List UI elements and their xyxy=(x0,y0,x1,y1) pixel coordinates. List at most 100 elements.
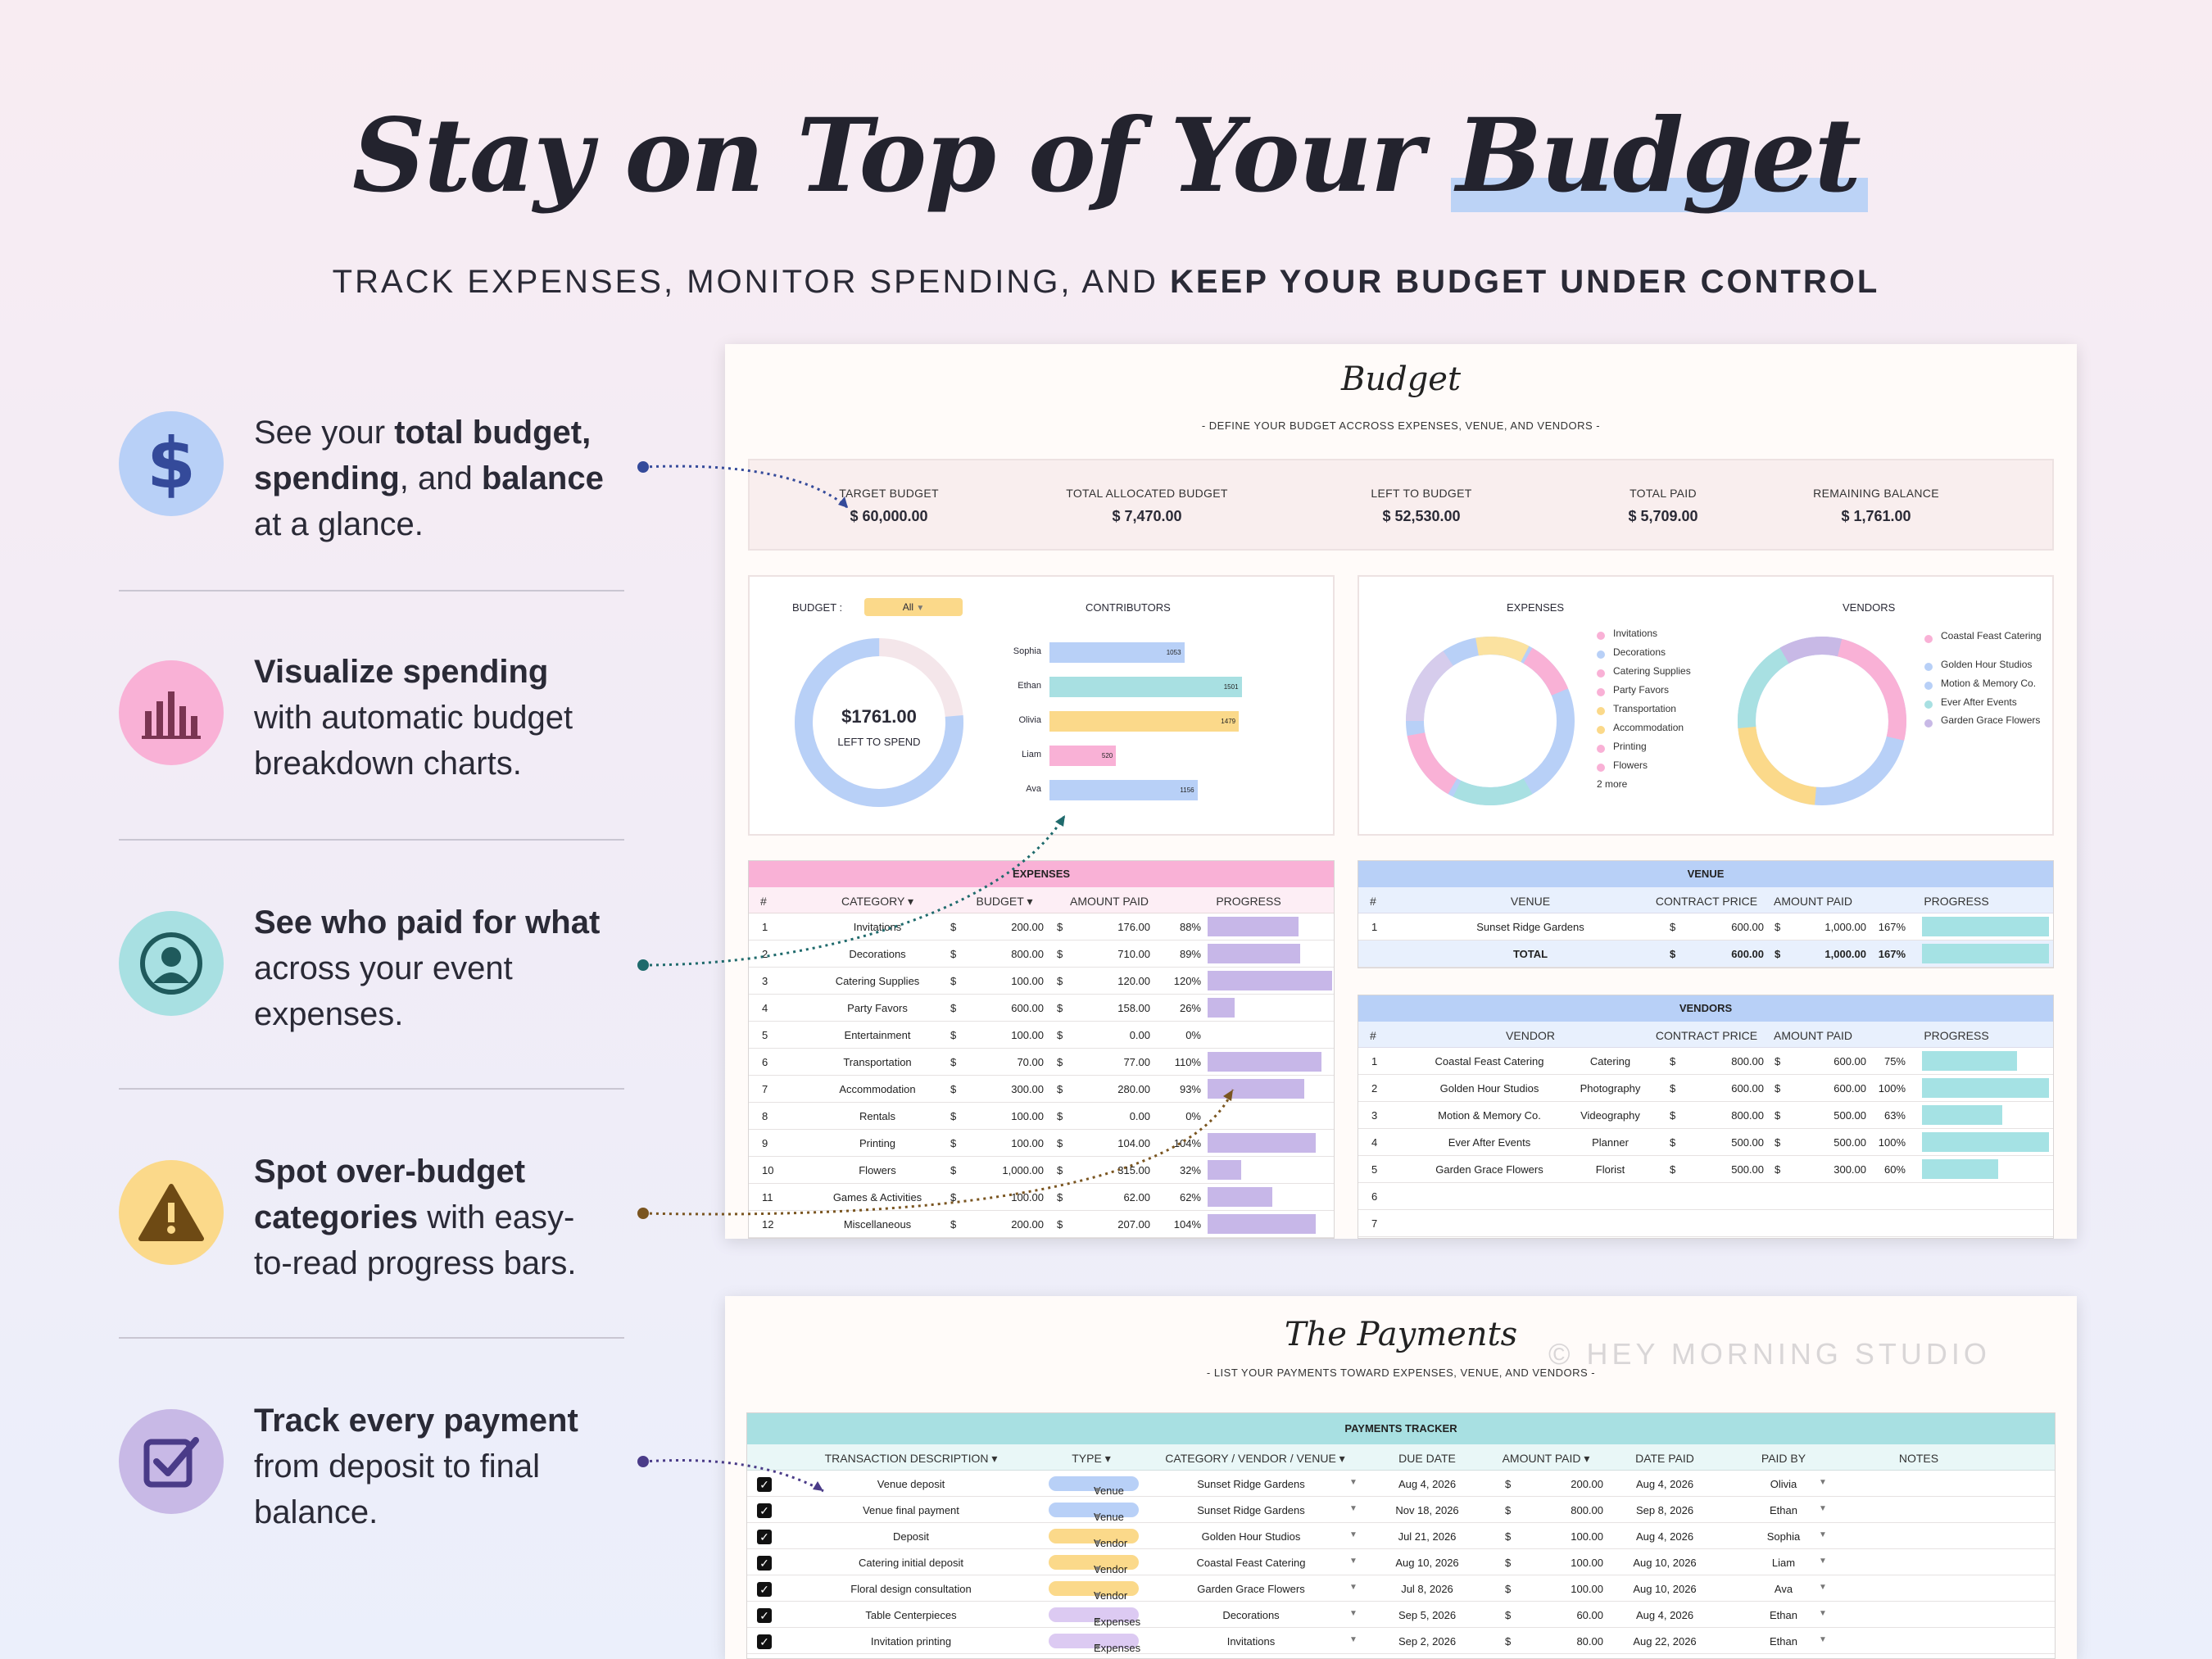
headline-highlight: Budget xyxy=(1451,97,1868,215)
table-row: 7 xyxy=(1358,1210,2053,1237)
vendors-chart-title: VENDORS xyxy=(1843,601,1896,614)
table-row: ✓ Deposit Vendor ▼ Golden Hour Studios ▼ Jul … xyxy=(747,1523,2055,1549)
table-row: ✓ Invitation printing Expenses ▼ Invitation… xyxy=(747,1628,2055,1654)
kpi-allocated: TOTAL ALLOCATED BUDGET $ 7,470.00 xyxy=(1066,487,1228,524)
legend-item: 2 more xyxy=(1597,778,1628,790)
contributor-bar: 1156 xyxy=(1049,780,1198,800)
contributor-bar: 1053 xyxy=(1049,642,1185,663)
bar-chart-icon xyxy=(119,660,224,765)
divider xyxy=(119,1088,624,1090)
expenses-table-title: EXPENSES xyxy=(749,861,1334,887)
progress-bar xyxy=(1922,1051,2018,1071)
summary-panel: BUDGET : All ▼ $1761.00 LEFT TO SPEND CO… xyxy=(748,575,1335,836)
table-row: 5 Garden Grace Flowers Florist $ $500.00 300.… xyxy=(1358,1156,2053,1183)
type-select[interactable]: Venue ▼ xyxy=(1049,1476,1139,1497)
divider xyxy=(119,1337,624,1339)
kpi-left-to-budget: LEFT TO BUDGET $ 52,530.00 xyxy=(1371,487,1472,524)
donut-amount: $1761.00 xyxy=(841,706,917,727)
kpi-target-budget: TARGET BUDGET $ 60,000.00 xyxy=(839,487,939,524)
paid-checkbox[interactable]: ✓ xyxy=(757,1503,772,1518)
table-row: 7 Accommodation $300.00 $280.00 93% xyxy=(749,1076,1334,1103)
svg-text:$: $ xyxy=(147,427,196,501)
chevron-down-icon: ▼ xyxy=(1094,1643,1102,1652)
table-row: ✓ Venue deposit Venue ▼ Sunset Ridge Garden… xyxy=(747,1471,2055,1497)
contributor-name: Olivia xyxy=(1018,715,1041,725)
budget-title: Budget xyxy=(1340,360,1462,398)
chevron-down-icon: ▼ xyxy=(1819,1478,1827,1487)
budget-sheet: Budget - DEFINE YOUR BUDGET ACCROSS EXPE… xyxy=(725,344,2077,1239)
chevron-down-icon: ▼ xyxy=(1094,1617,1102,1626)
vendors-table-header: # VENDOR CONTRACT PRICE AMOUNT PAID PROG… xyxy=(1358,1022,2053,1048)
progress-bar xyxy=(1922,1159,1998,1179)
user-icon xyxy=(119,911,224,1016)
table-row: ✓ Venue final payment Venue ▼ Sunset Ridge … xyxy=(747,1497,2055,1523)
chevron-down-icon: ▼ xyxy=(1094,1486,1102,1495)
contributor-bar: 520 xyxy=(1049,746,1117,766)
contributor-value: 520 xyxy=(1101,752,1113,759)
paid-checkbox[interactable]: ✓ xyxy=(757,1608,772,1623)
type-select[interactable]: Vendor ▼ xyxy=(1049,1555,1139,1575)
progress-bar xyxy=(1208,1187,1272,1207)
budget-filter-select[interactable]: All ▼ xyxy=(864,598,963,616)
paid-checkbox[interactable]: ✓ xyxy=(757,1477,772,1492)
progress-bar xyxy=(1208,917,1299,936)
chevron-down-icon: ▼ xyxy=(1094,1512,1102,1521)
contributor-value: 1501 xyxy=(1223,683,1239,691)
headline: Stay on Top of Your Budget xyxy=(0,97,2212,215)
contributors-title: CONTRIBUTORS xyxy=(1086,601,1171,614)
feature-who-paid: See who paid for what across your event … xyxy=(119,904,627,1157)
payments-table-title: PAYMENTS TRACKER xyxy=(747,1413,2055,1444)
table-row: 6 xyxy=(1358,1183,2053,1210)
table-row: 9 Printing $100.00 $104.00 104% xyxy=(749,1130,1334,1157)
paid-checkbox[interactable]: ✓ xyxy=(757,1634,772,1649)
chevron-down-icon: ▼ xyxy=(1819,1583,1827,1592)
contributor-bar: 1479 xyxy=(1049,711,1240,732)
progress-bar xyxy=(1208,1052,1322,1072)
legend-item: Catering Supplies xyxy=(1597,665,1691,684)
venue-table: VENUE # VENUE CONTRACT PRICE AMOUNT PAID… xyxy=(1358,860,2054,968)
table-row: 2 Golden Hour Studios Photography $ $600.00 6… xyxy=(1358,1075,2053,1102)
legend-item: Printing xyxy=(1597,741,1691,759)
paid-checkbox[interactable]: ✓ xyxy=(757,1582,772,1597)
type-select[interactable]: Vendor ▼ xyxy=(1049,1581,1139,1602)
paid-checkbox[interactable]: ✓ xyxy=(757,1530,772,1544)
chevron-down-icon: ▼ xyxy=(1094,1539,1102,1548)
legend-item: Coastal Feast Catering xyxy=(1924,631,2047,659)
divider xyxy=(119,590,624,592)
progress-bar xyxy=(1922,917,2049,936)
chevron-down-icon: ▼ xyxy=(1349,1478,1358,1487)
charts-panel: EXPENSES Invitations Decorations Catering … xyxy=(1358,575,2054,836)
progress-bar xyxy=(1208,1133,1316,1153)
contributor-bar: 1501 xyxy=(1049,677,1242,697)
type-select[interactable]: Vendor ▼ xyxy=(1049,1529,1139,1549)
legend-item: Decorations xyxy=(1597,646,1691,665)
dollar-icon: $ xyxy=(119,411,224,516)
feature-total-budget: $ See your total budget, spending, and b… xyxy=(119,411,627,657)
table-row: 4 Ever After Events Planner $ $500.00 500.00 1… xyxy=(1358,1129,2053,1156)
subtitle-bold: KEEP YOUR BUDGET UNDER CONTROL xyxy=(1169,264,1880,300)
table-row: 1 Coastal Feast Catering Catering $ $800.00 6… xyxy=(1358,1048,2053,1075)
legend-item: Garden Grace Flowers xyxy=(1924,715,2047,743)
payments-sheet: The Payments © HEY MORNING STUDIO - LIST… xyxy=(725,1296,2077,1659)
legend-item: Flowers xyxy=(1597,759,1691,778)
feature-track-payment: Track every payment from deposit to fina… xyxy=(119,1403,627,1655)
contributor-name: Ethan xyxy=(1018,681,1041,691)
table-total-row: TOTAL $600.00 $1,000.00 167% xyxy=(1358,941,2053,968)
filter-label: BUDGET : xyxy=(792,601,843,614)
payments-subtitle: - LIST YOUR PAYMENTS TOWARD EXPENSES, VE… xyxy=(1206,1367,1596,1379)
type-select[interactable]: Expenses ▼ xyxy=(1049,1634,1140,1654)
paid-checkbox[interactable]: ✓ xyxy=(757,1556,772,1571)
table-row: ✓ Floral design consultation Vendor ▼ Garde… xyxy=(747,1575,2055,1602)
legend-item: Invitations xyxy=(1597,628,1691,646)
vendors-legend: Coastal Feast Catering Golden Hour Studio… xyxy=(1924,631,2047,743)
chevron-down-icon: ▼ xyxy=(1819,1635,1827,1644)
type-select[interactable]: Venue ▼ xyxy=(1049,1503,1139,1523)
watermark: © HEY MORNING STUDIO xyxy=(1548,1337,1991,1371)
legend-item: Golden Hour Studios xyxy=(1924,659,2047,678)
venue-table-header: # VENUE CONTRACT PRICE AMOUNT PAID PROGR… xyxy=(1358,887,2053,913)
chevron-down-icon: ▼ xyxy=(1349,1609,1358,1618)
type-select[interactable]: Expenses ▼ xyxy=(1049,1607,1140,1628)
feature-over-budget: Spot over-budget categories with easy- t… xyxy=(119,1154,627,1406)
table-row: 3 Motion & Memory Co. Videography $ $800.00 5… xyxy=(1358,1102,2053,1129)
venue-table-title: VENUE xyxy=(1358,861,2053,887)
